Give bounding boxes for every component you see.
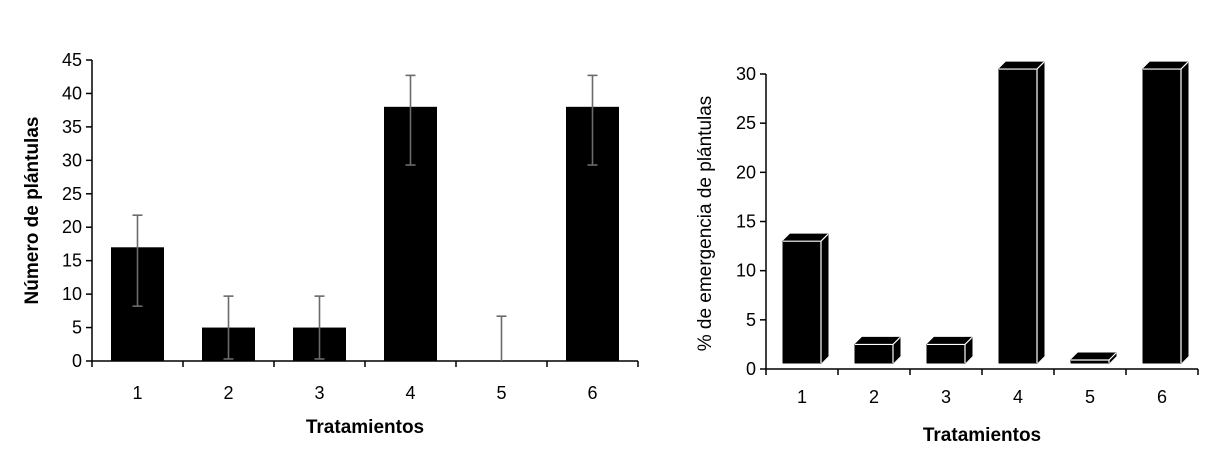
x-tick-label: 2: [223, 383, 233, 403]
y-tick-label: 20: [736, 162, 756, 182]
y-tick-label: 5: [72, 318, 82, 338]
x-tick-label: 2: [869, 387, 879, 407]
x-tick-label: 3: [314, 383, 324, 403]
y-tick-label: 10: [62, 284, 82, 304]
x-tick-label: 5: [496, 383, 506, 403]
x-axis-title: Tratamientos: [306, 417, 424, 438]
x-tick-label: 5: [1085, 387, 1095, 407]
x-tick-label: 1: [132, 383, 142, 403]
x-tick-label: 1: [797, 387, 807, 407]
y-tick-label: 15: [62, 251, 82, 271]
y-tick-label: 0: [746, 359, 756, 379]
y-tick-label: 10: [736, 261, 756, 281]
x-tick-label: 6: [587, 383, 597, 403]
y-tick-label: 25: [62, 184, 82, 204]
x-tick-label: 4: [405, 383, 415, 403]
chart-right: 0 5 10 15 20 25 30 1 2 3 4 5 6 Tratamientos % de emerg…: [695, 61, 1199, 446]
y-tick-label: 40: [62, 83, 82, 103]
y-tick-label: 15: [736, 212, 756, 232]
x-tick-label: 4: [1013, 387, 1023, 407]
x-tick-label: 6: [1157, 387, 1167, 407]
y-axis-title: Número de plántulas: [22, 117, 43, 305]
x-tick-label: 3: [941, 387, 951, 407]
x-axis-title: Tratamientos: [923, 425, 1041, 446]
y-tick-label: 20: [62, 217, 82, 237]
y-tick-label: 0: [72, 351, 82, 371]
y-tick-label: 45: [62, 50, 82, 70]
y-tick-label: 25: [736, 113, 756, 133]
y-tick-label: 5: [746, 310, 756, 330]
y-tick-label: 35: [62, 117, 82, 137]
y-tick-label: 30: [736, 64, 756, 84]
y-axis-title: % de emergencia de plántulas: [695, 96, 716, 352]
y-tick-label: 30: [62, 150, 82, 170]
